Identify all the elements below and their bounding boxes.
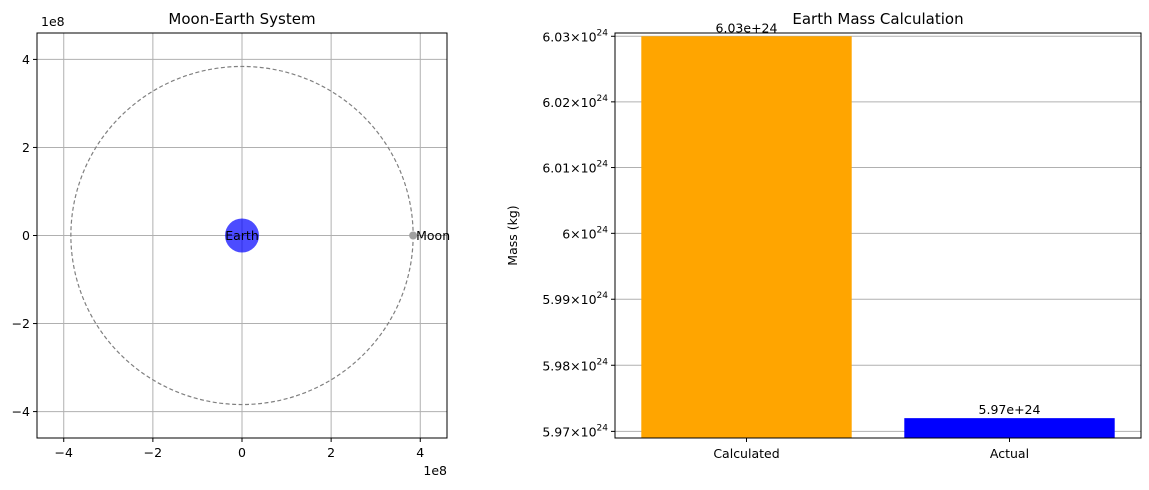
- y-tick-label: 5.99×1024: [542, 291, 608, 307]
- earth-marker: [225, 218, 259, 253]
- tick-times: ×: [570, 161, 580, 176]
- tick-exponent: 24: [597, 357, 609, 367]
- tick-exponent: 24: [597, 94, 609, 104]
- x-tick-label: −2: [144, 445, 162, 460]
- tick-mantissa: 5.99: [542, 292, 570, 307]
- tick-base: 10: [581, 358, 597, 373]
- y-tick-label: 2: [22, 140, 30, 155]
- tick-times: ×: [570, 424, 580, 439]
- tick-times: ×: [570, 226, 580, 241]
- x-tick-label: −4: [55, 445, 73, 460]
- tick-mantissa: 5.97: [542, 424, 570, 439]
- tick-base: 10: [581, 95, 597, 110]
- x-tick-label: Calculated: [713, 446, 779, 461]
- x-tick-label: 4: [416, 445, 424, 460]
- left-ticks: −4 −2 0 2 4 −4 −2 0 2 4: [12, 52, 425, 460]
- tick-exponent: 24: [597, 225, 609, 235]
- bar-value-label: 5.97e+24: [979, 402, 1041, 417]
- x-tick-label: Actual: [990, 446, 1029, 461]
- earth-mass-panel: Earth Mass Calculation 6.03e+245.97e+24 …: [505, 10, 1142, 461]
- y-tick-label: 6.02×1024: [542, 94, 608, 110]
- y-offset-label: 1e8: [41, 14, 65, 29]
- tick-base: 10: [581, 424, 597, 439]
- y-tick-label: 6.01×1024: [542, 160, 608, 176]
- y-tick-label: −4: [12, 404, 30, 419]
- tick-exponent: 24: [597, 28, 609, 38]
- earth-label: Earth: [225, 228, 259, 243]
- tick-base: 10: [581, 226, 597, 241]
- right-plot-frame: [614, 32, 1142, 439]
- tick-times: ×: [570, 358, 580, 373]
- tick-exponent: 24: [597, 423, 609, 433]
- moon-earth-system-panel: Moon-Earth System Earth Moon −4 −2 0 2 4 −4 −2 0…: [12, 10, 451, 478]
- moon-label: Moon: [416, 228, 450, 243]
- tick-mantissa: 6.01: [542, 161, 570, 176]
- earth-mass-chart-title: Earth Mass Calculation: [792, 10, 963, 28]
- tick-exponent: 24: [597, 291, 609, 301]
- y-axis-label: Mass (kg): [505, 205, 520, 265]
- left-grid: [37, 33, 447, 438]
- x-offset-label: 1e8: [423, 463, 447, 478]
- y-tick-label: 6×1024: [562, 225, 608, 241]
- tick-base: 10: [581, 29, 597, 44]
- x-tick-label: 0: [238, 445, 246, 460]
- y-tick-label: 5.98×1024: [542, 357, 608, 373]
- moon-earth-chart-title: Moon-Earth System: [168, 10, 315, 28]
- bar-actual: [904, 418, 1115, 438]
- y-tick-label: 5.97×1024: [542, 423, 608, 439]
- tick-times: ×: [570, 292, 580, 307]
- tick-mantissa: 6.03: [542, 29, 570, 44]
- bar-calculated: [641, 36, 852, 438]
- y-tick-label: 0: [22, 228, 30, 243]
- right-ticks: 5.97×10245.98×10245.99×10246×10246.01×10…: [542, 28, 1029, 461]
- moon-marker: [409, 231, 418, 240]
- x-tick-label: 2: [327, 445, 335, 460]
- tick-mantissa: 6.02: [542, 95, 570, 110]
- tick-mantissa: 6: [562, 226, 570, 241]
- tick-exponent: 24: [597, 160, 609, 170]
- tick-times: ×: [570, 95, 580, 110]
- y-tick-label: −2: [12, 316, 30, 331]
- bodies-layer: Earth Moon: [225, 218, 450, 253]
- tick-base: 10: [581, 292, 597, 307]
- y-tick-label: 6.03×1024: [542, 28, 608, 44]
- tick-base: 10: [581, 161, 597, 176]
- tick-mantissa: 5.98: [542, 358, 570, 373]
- bar-value-label: 6.03e+24: [716, 20, 778, 35]
- tick-times: ×: [570, 29, 580, 44]
- bars-layer: 6.03e+24 5.97e+24: [641, 20, 1115, 438]
- y-tick-label: 4: [22, 52, 30, 67]
